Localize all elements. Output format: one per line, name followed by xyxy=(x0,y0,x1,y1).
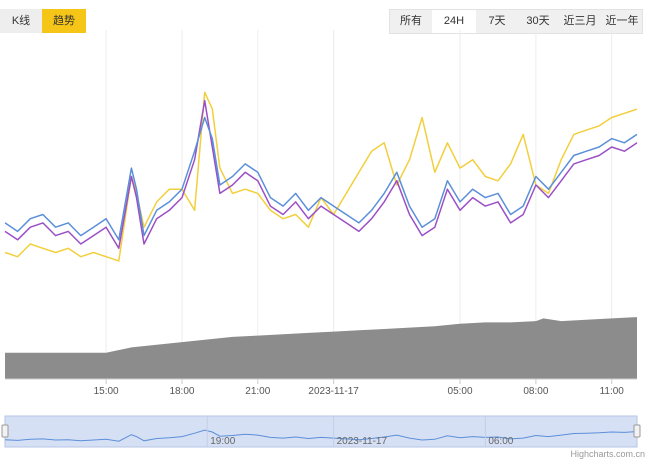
navigator-left-handle[interactable] xyxy=(1,424,9,438)
tab-kline[interactable]: K线 xyxy=(0,9,42,33)
navigator-tick-label: 2023-11-17 xyxy=(337,436,388,447)
x-tick-label: 08:00 xyxy=(523,386,548,397)
series-line-price_b xyxy=(4,99,638,250)
volume-area xyxy=(5,317,637,379)
series-line-price_c xyxy=(4,91,638,262)
navigator-tick-label: 06:00 xyxy=(488,436,513,447)
range-1y-button[interactable]: 近一年 xyxy=(605,15,639,27)
range-3m-button[interactable]: 近三月 xyxy=(563,15,597,27)
tab-trend[interactable]: 趋势 xyxy=(42,9,86,33)
navigator-tick-label: 19:00 xyxy=(210,436,235,447)
range-selector: 所有 24H 7天 30天 近三月 近一年 xyxy=(389,9,643,34)
navigator[interactable]: 19:00 2023-11-17 06:00 xyxy=(1,415,641,448)
x-tick-label: 18:00 xyxy=(169,386,194,397)
volume-area-path xyxy=(5,317,637,379)
series-lines xyxy=(4,91,638,262)
series-line-price_a xyxy=(4,116,638,241)
range-all-button[interactable]: 所有 xyxy=(400,15,422,27)
navigator-series-line xyxy=(4,429,638,442)
highcharts-credit[interactable]: Highcharts.com.cn xyxy=(570,449,645,459)
x-tick-label: 05:00 xyxy=(448,386,473,397)
x-tick-label: 11:00 xyxy=(600,386,625,397)
x-tick-label: 15:00 xyxy=(94,386,119,397)
navigator-window xyxy=(4,415,638,448)
x-tick-label: 21:00 xyxy=(245,386,270,397)
navigator-right-handle[interactable] xyxy=(633,424,641,438)
range-30d-button[interactable]: 30天 xyxy=(526,15,550,27)
x-tick-label: 2023-11-17 xyxy=(308,386,359,397)
range-24h-button[interactable]: 24H xyxy=(432,10,476,33)
range-7d-button[interactable]: 7天 xyxy=(488,15,506,27)
view-tabs: K线 趋势 xyxy=(0,9,86,33)
x-axis-ticks: 15:00 18:00 21:00 2023-11-17 05:00 08:00 11:00 xyxy=(94,379,625,397)
